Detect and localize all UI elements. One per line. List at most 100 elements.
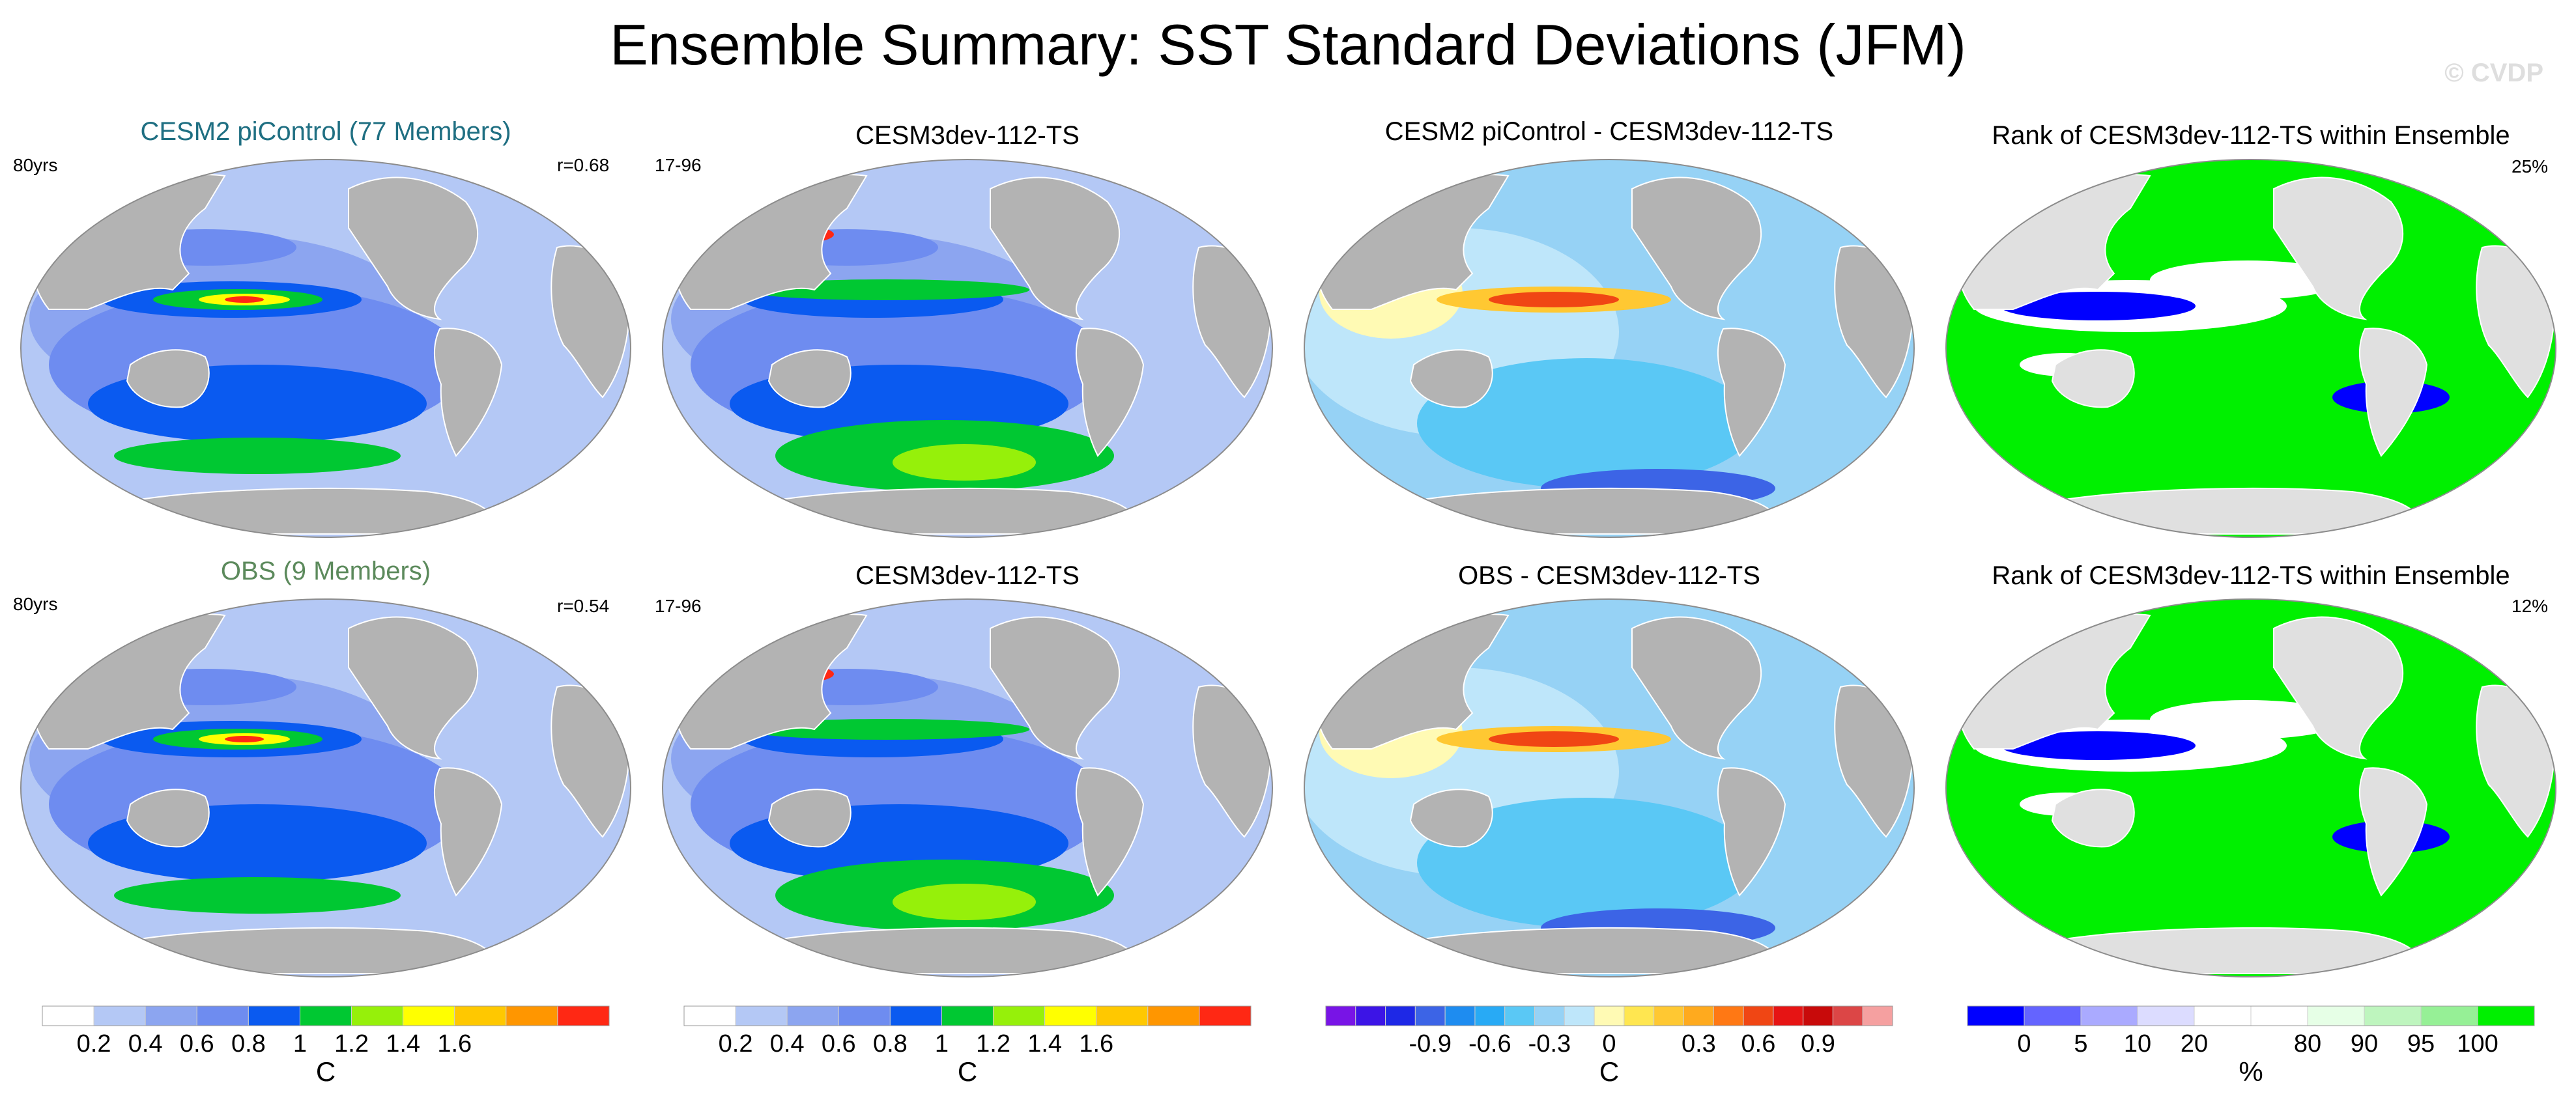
- map-panel-r1c2: [662, 159, 1273, 538]
- colorbar-tick-label: 1: [935, 1030, 949, 1058]
- colorbar-swatch: [2477, 1005, 2535, 1026]
- colorbar-unit-label: %: [2239, 1056, 2263, 1087]
- colorbar-tick-label: 1.2: [976, 1030, 1010, 1058]
- map-panel-r2c2: [662, 598, 1273, 977]
- colorbar-swatch: [1683, 1005, 1714, 1026]
- colorbar-swatch: [93, 1005, 146, 1026]
- land-mass-1: [126, 789, 210, 848]
- panel-title-r2c1: OBS (9 Members): [220, 557, 431, 585]
- colorbar-swatch: [145, 1005, 197, 1026]
- map-border: [1304, 159, 1915, 538]
- colorbar-swatch: [506, 1005, 558, 1026]
- land-mass-3: [434, 767, 503, 897]
- land-mass-3: [1717, 328, 1786, 457]
- colorbar-swatch: [351, 1005, 404, 1026]
- panel-title-r1c1: CESM2 piControl (77 Members): [140, 117, 511, 146]
- colorbar-tick-label: 1.6: [1079, 1030, 1113, 1058]
- colorbar-swatch: [1199, 1005, 1252, 1026]
- land-mass-1: [2051, 789, 2135, 848]
- map-panel-r1c3: [1304, 159, 1915, 538]
- colorbar-swatch: [1044, 1005, 1097, 1026]
- colorbar-swatch: [196, 1005, 249, 1026]
- colorbar-swatch: [1564, 1005, 1595, 1026]
- colorbar-tick-label: 1.4: [386, 1030, 420, 1058]
- land-mass-2: [2273, 176, 2404, 320]
- land-mass-1: [2051, 349, 2135, 408]
- land-mass-5: [126, 927, 496, 974]
- field-band-6: [893, 444, 1036, 481]
- colorbar-swatch: [786, 1005, 839, 1026]
- land-mass-1: [126, 349, 210, 408]
- colorbar-swatch: [2137, 1005, 2195, 1026]
- colorbar-swatch: [735, 1005, 788, 1026]
- colorbar-tick-label: 80: [2294, 1030, 2321, 1058]
- colorbar-swatch: [1147, 1005, 1200, 1026]
- panel-left-label-r1c2: 17-96: [655, 155, 702, 175]
- map-border: [1945, 159, 2556, 538]
- panel-left-label-r1c1: 80yrs: [13, 155, 58, 175]
- field-band-2: [2150, 260, 2345, 300]
- colorbar-tick-label: -0.3: [1528, 1030, 1571, 1058]
- colorbar-diff: -0.9 -0.6 -0.3 0 0.3 0.6 0.9 C: [1325, 1005, 1893, 1087]
- map-field: [1304, 599, 1914, 977]
- field-band-6: [893, 884, 1036, 920]
- colorbar-swatch: [1832, 1005, 1863, 1026]
- colorbar-swatch: [683, 1005, 736, 1026]
- land-mass-1: [1409, 789, 1493, 848]
- panel-title-r2c3: OBS - CESM3dev-112-TS: [1458, 561, 1760, 590]
- colorbar-swatch: [1803, 1005, 1833, 1026]
- map-field: [21, 599, 631, 977]
- land-mass-5: [1409, 488, 1780, 535]
- colorbar-swatch: [1504, 1005, 1536, 1026]
- land-mass-3: [1076, 767, 1145, 897]
- colorbar-swatch: [1624, 1005, 1655, 1026]
- panel-left-label-r2c2: 17-96: [655, 596, 702, 616]
- cvdp-watermark: © CVDP: [2444, 59, 2543, 87]
- colorbar-tick-label: 100: [2457, 1030, 2498, 1058]
- land-mass-2: [2273, 616, 2404, 760]
- colorbar-unit-label: C: [958, 1056, 977, 1087]
- land-mass-5: [126, 488, 496, 535]
- colorbar-std-2: 0.2 0.4 0.6 0.8 1 1.2 1.4 1.6 C: [683, 1005, 1252, 1087]
- colorbar-swatch: [42, 1005, 94, 1026]
- colorbar-tick-label: 0.6: [180, 1030, 214, 1058]
- colorbar-tick-label: 0.6: [1741, 1030, 1776, 1058]
- colorbar-swatch: [1096, 1005, 1149, 1026]
- colorbar-swatch: [454, 1005, 507, 1026]
- colorbar-tick-label: -0.6: [1468, 1030, 1511, 1058]
- colorbar-swatch: [1653, 1005, 1684, 1026]
- panel-title-r2c4: Rank of CESM3dev-112-TS within Ensemble: [1992, 561, 2510, 590]
- panel-right-label-r1c1: r=0.68: [557, 155, 610, 175]
- colorbar-unit-label: C: [1599, 1056, 1619, 1087]
- map-panel-r2c1: [20, 598, 631, 977]
- colorbar-tick-label: 0.2: [77, 1030, 111, 1058]
- colorbar-swatch: [1385, 1005, 1416, 1026]
- field-band-8: [225, 736, 264, 742]
- map-border: [20, 159, 631, 538]
- field-band-4: [1489, 292, 1619, 307]
- colorbar-swatch: [1967, 1005, 2025, 1026]
- colorbar-swatch: [1862, 1005, 1893, 1026]
- map-field: [21, 160, 631, 537]
- land-mass-5: [767, 488, 1138, 535]
- land-mass-5: [1409, 927, 1780, 974]
- map-panel-r1c1: [20, 159, 631, 538]
- colorbar-tick-label: 0: [1602, 1030, 1616, 1058]
- colorbar-tick-label: 0.3: [1682, 1030, 1716, 1058]
- colorbar-swatch: [1713, 1005, 1744, 1026]
- field-band-4: [1489, 731, 1619, 747]
- field-band-1: [1417, 358, 1756, 488]
- colorbar-swatch: [889, 1005, 942, 1026]
- colorbar-swatch: [1773, 1005, 1804, 1026]
- land-mass-1: [767, 349, 852, 408]
- field-band-5: [114, 877, 401, 914]
- figure-title: Ensemble Summary: SST Standard Deviation…: [610, 12, 1966, 77]
- colorbar-swatch: [248, 1005, 300, 1026]
- land-mass-2: [1631, 616, 1762, 760]
- land-mass-2: [990, 176, 1121, 320]
- land-mass-2: [1631, 176, 1762, 320]
- map-field: [1946, 160, 2556, 537]
- colorbar-tick-label: 0.6: [822, 1030, 856, 1058]
- colorbar-swatch: [1743, 1005, 1774, 1026]
- colorbar-tick-label: -0.9: [1409, 1030, 1452, 1058]
